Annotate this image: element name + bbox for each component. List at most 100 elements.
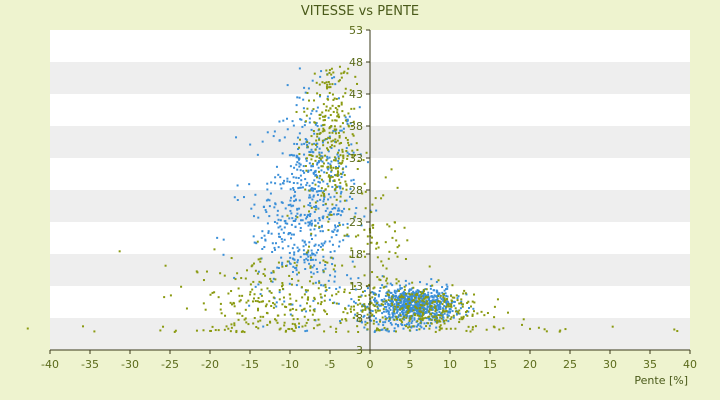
data-point <box>343 70 346 73</box>
data-point <box>344 317 347 320</box>
data-point <box>342 95 345 98</box>
data-point <box>337 105 340 108</box>
data-point <box>321 139 324 142</box>
data-point <box>307 221 310 224</box>
data-point <box>314 148 317 151</box>
data-point <box>386 223 389 226</box>
data-point <box>299 226 302 229</box>
data-point <box>419 310 422 313</box>
data-point <box>353 215 356 218</box>
x-tick-label: -25 <box>161 358 179 371</box>
data-point <box>297 158 300 161</box>
data-point <box>335 166 338 169</box>
data-point <box>304 120 307 123</box>
data-point <box>252 235 255 238</box>
data-point <box>252 215 255 218</box>
data-point <box>227 327 230 330</box>
data-point <box>427 315 430 318</box>
data-point <box>436 301 439 304</box>
data-point <box>436 319 439 322</box>
data-point <box>370 319 373 322</box>
data-point <box>379 279 382 282</box>
data-point <box>323 123 326 126</box>
data-point <box>352 120 355 123</box>
x-tick-label: -40 <box>41 358 59 371</box>
data-point <box>422 306 425 309</box>
data-point <box>295 284 298 287</box>
data-point <box>313 206 316 209</box>
data-point <box>446 287 449 290</box>
data-point <box>289 297 292 300</box>
data-point <box>354 288 357 291</box>
data-point <box>455 294 458 297</box>
data-point <box>338 178 341 181</box>
data-point <box>260 300 263 303</box>
data-point <box>308 153 311 156</box>
data-point <box>431 301 434 304</box>
data-point <box>395 311 398 314</box>
data-point <box>364 320 367 323</box>
data-point <box>434 320 437 323</box>
data-point <box>333 76 336 79</box>
data-point <box>334 270 337 273</box>
data-point <box>336 115 339 118</box>
data-point <box>318 147 321 150</box>
data-point <box>443 312 446 315</box>
data-point <box>233 322 236 325</box>
data-point <box>350 125 353 128</box>
data-point <box>299 174 302 177</box>
data-point <box>314 159 317 162</box>
data-point <box>341 150 344 153</box>
data-point <box>346 122 349 125</box>
data-point <box>421 310 424 313</box>
data-point <box>451 296 454 299</box>
data-point <box>319 230 322 233</box>
data-point <box>372 291 375 294</box>
data-point <box>324 138 327 141</box>
data-point <box>214 329 217 332</box>
data-point <box>312 189 315 192</box>
data-point <box>328 174 331 177</box>
data-point <box>324 267 327 270</box>
data-point <box>371 271 374 274</box>
data-point <box>423 300 426 303</box>
data-point <box>353 182 356 185</box>
data-point <box>439 320 442 323</box>
data-point <box>320 124 323 127</box>
data-point <box>415 296 418 299</box>
data-point <box>442 310 445 313</box>
data-point <box>347 124 350 127</box>
data-point <box>460 316 463 319</box>
data-point <box>323 294 326 297</box>
data-point <box>350 298 353 301</box>
data-point <box>361 290 364 293</box>
data-point <box>313 170 316 173</box>
data-point <box>330 174 333 177</box>
data-point <box>328 126 331 129</box>
data-point <box>304 243 307 246</box>
data-point <box>437 300 440 303</box>
data-point <box>339 214 342 217</box>
data-point <box>441 286 444 289</box>
data-point <box>275 305 278 308</box>
data-point <box>414 292 417 295</box>
data-point <box>405 298 408 301</box>
data-point <box>306 181 309 184</box>
data-point <box>545 330 548 333</box>
data-point <box>399 314 402 317</box>
data-point <box>371 224 374 227</box>
data-point <box>329 213 332 216</box>
data-point <box>280 285 283 288</box>
data-point <box>323 129 326 132</box>
data-point <box>270 291 273 294</box>
data-point <box>278 298 281 301</box>
data-point <box>256 240 259 243</box>
data-point <box>316 106 319 109</box>
data-point <box>308 215 311 218</box>
data-point <box>456 310 459 313</box>
data-point <box>363 303 366 306</box>
data-point <box>417 311 420 314</box>
data-point <box>423 304 426 307</box>
data-point <box>360 309 363 312</box>
y-tick-label: 18 <box>349 248 363 261</box>
